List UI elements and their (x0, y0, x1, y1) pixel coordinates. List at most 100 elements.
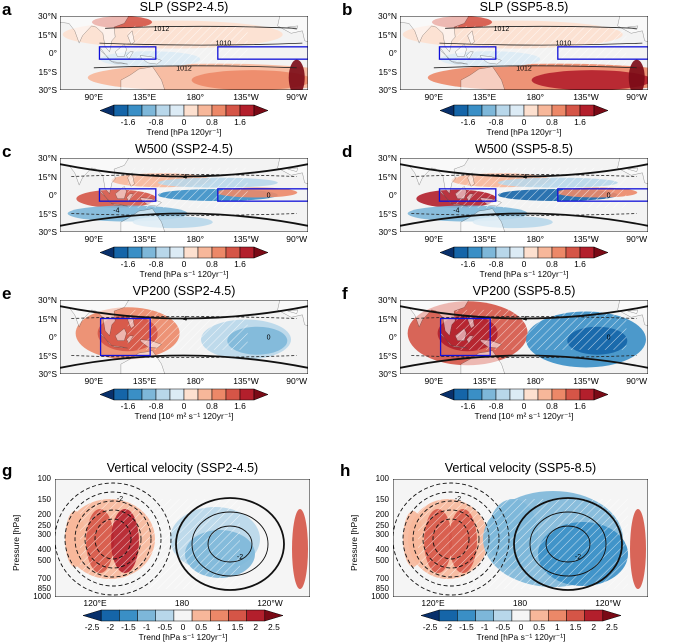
colorbar-tick: -2.5 (84, 622, 100, 632)
pressure-tick: 500 (375, 556, 389, 566)
colorbar-bin (420, 609, 440, 622)
colorbar-tick: 2.5 (267, 622, 280, 632)
contour-line (529, 511, 607, 577)
lat-tick: 30°S (38, 85, 57, 95)
panel-letter: g (2, 461, 13, 480)
colorbar-bin (453, 388, 469, 401)
lon-tick: 90°W (626, 376, 648, 386)
colorbar-bin (197, 104, 213, 117)
lat-tick: 0° (48, 190, 57, 200)
contour-label: -4 (181, 174, 187, 181)
colorbar-bin (565, 388, 581, 401)
lat-tick: 15°N (378, 29, 397, 40)
colorbar-label: Trend [hPa 120yr⁻¹] (146, 127, 222, 137)
colorbar-tick: 0.8 (206, 259, 218, 269)
colorbar-bin (453, 104, 469, 117)
colorbar-bin (169, 104, 185, 117)
contour-line (64, 491, 162, 587)
lon-tick: 180° (186, 234, 205, 244)
lat-tick: 0° (388, 332, 397, 342)
lat-tick: 30°S (38, 369, 57, 379)
contour-line (175, 497, 285, 591)
contour-label: -2 (237, 554, 243, 561)
colorbar-tick: 0 (180, 622, 186, 632)
lon-tick: 135°W (573, 376, 599, 386)
pressure-tick: 850 (375, 583, 389, 593)
lat-tick: 30°N (38, 11, 57, 21)
pressure-tick: 1000 (33, 592, 51, 601)
colorbar-bin (183, 246, 199, 259)
colorbar-tick: 0.8 (206, 401, 218, 411)
colorbar-bin (548, 609, 567, 622)
colorbar-bin (579, 246, 595, 259)
w500-ssp245-colorbar (99, 246, 269, 259)
colorbar-bin (155, 609, 175, 622)
region-box (439, 317, 491, 357)
colorbar-tick: 0.5 (195, 622, 208, 632)
lat-tick: 15°S (38, 208, 57, 219)
colorbar-tick: 1.6 (234, 401, 246, 411)
lat-tick: 15°N (378, 313, 397, 324)
colorbar-tick: -2 (106, 622, 115, 632)
colorbar-tick: 2.5 (605, 622, 618, 632)
colorbar-tick: -2.5 (422, 622, 438, 632)
contour-label: -4 (181, 316, 187, 323)
contour-label: 1012 (516, 65, 532, 72)
colorbar-bin (197, 246, 213, 259)
colorbar-bin (253, 104, 269, 117)
contour-label: -2 (117, 496, 123, 503)
contour-line (55, 482, 172, 596)
lon-tick: 120°E (421, 598, 445, 608)
lon-tick: 135°E (132, 92, 157, 102)
pressure-tick: 400 (37, 545, 51, 555)
lon-tick: 135°W (573, 234, 599, 244)
panel-title: VP200 (SSP5-8.5) (472, 284, 576, 298)
colorbar-bin (565, 104, 581, 117)
colorbar-bin (113, 104, 129, 117)
colorbar-bin (228, 609, 247, 622)
region-box (438, 46, 497, 60)
colorbar-bin (211, 104, 227, 117)
lat-tick: 15°S (38, 350, 57, 361)
panel-letter: f (342, 284, 348, 303)
lon-tick: 180 (174, 598, 190, 608)
colorbar-tick: -1.6 (460, 401, 476, 411)
panel-letter: e (2, 284, 12, 303)
colorbar-tick: 1.6 (574, 401, 586, 411)
colorbar-bin (225, 246, 241, 259)
trend-field (292, 509, 308, 589)
colorbar-bin (225, 388, 241, 401)
region-box (99, 317, 151, 357)
lon-tick: 135°E (472, 376, 497, 386)
contour-label: 1012 (494, 26, 510, 33)
colorbar-bin (113, 388, 129, 401)
colorbar-tick: 0.8 (546, 401, 558, 411)
contour-line (402, 491, 500, 587)
lon-tick: 180 (512, 598, 528, 608)
colorbar-tick: 0 (518, 622, 524, 632)
pressure-tick: 300 (37, 530, 51, 540)
contour-label: -4 (113, 207, 119, 214)
map-vp200: -4 0 (400, 300, 648, 374)
pressure-tick: 150 (375, 494, 389, 504)
lon-tick: 120°E (83, 598, 107, 608)
pressure-tick: 100 (375, 474, 389, 483)
lon-tick: 180° (186, 92, 205, 102)
colorbar-tick: 1.6 (234, 259, 246, 269)
lon-tick: 90°E (84, 92, 104, 102)
colorbar-bin (210, 609, 229, 622)
lon-tick: 135°E (132, 234, 157, 244)
contour-label: 0 (267, 335, 271, 342)
colorbar-bin (566, 609, 585, 622)
lat-tick: 30°S (378, 85, 397, 95)
slp-ssp245-colorbar (99, 104, 269, 117)
panel-title: Vertical velocity (SSP2-4.5) (106, 461, 259, 475)
slp-ssp585-colorbar (439, 104, 609, 117)
colorbar-tick: 0 (181, 117, 187, 127)
panel-letter: c (2, 142, 12, 161)
lat-tick: 0° (388, 48, 397, 58)
region-box (438, 188, 497, 202)
colorbar-bin (579, 104, 595, 117)
omega-ssp585-colorbar (420, 609, 622, 622)
panel-letter: b (342, 0, 353, 19)
